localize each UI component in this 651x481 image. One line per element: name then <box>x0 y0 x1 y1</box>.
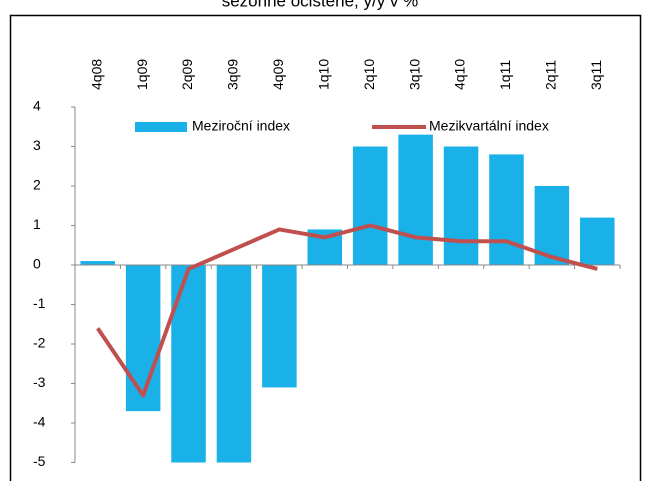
legend-label: Mezikvartální index <box>429 118 549 134</box>
y-tick-label: 4 <box>33 98 41 114</box>
x-tick-label: 2q11 <box>543 60 559 90</box>
x-tick-label: 3q11 <box>588 60 604 90</box>
chart-frame <box>9 14 642 481</box>
legend-label: Meziroční index <box>192 118 290 134</box>
bar <box>489 154 524 265</box>
y-tick-label: -5 <box>33 453 46 469</box>
bar <box>216 265 252 463</box>
x-tick-label: 3q09 <box>225 59 241 90</box>
bar <box>262 265 297 388</box>
y-tick-label: -3 <box>33 374 46 390</box>
y-tick-label: -2 <box>33 335 46 351</box>
x-tick-label: 3q10 <box>406 59 422 90</box>
bar <box>580 217 615 265</box>
bar <box>125 265 161 412</box>
chart-title: sezónně očištěné, y/y v % <box>222 0 419 10</box>
bar <box>352 146 388 265</box>
x-tick-label: 2q10 <box>361 59 377 90</box>
x-tick-label: 4q09 <box>270 59 286 90</box>
x-tick-label: 1q11 <box>497 60 513 90</box>
x-tick-label: 1q10 <box>315 59 331 90</box>
legend-swatch <box>135 122 187 132</box>
y-tick-label: 3 <box>33 137 41 153</box>
x-tick-label: 4q08 <box>88 59 104 90</box>
bar <box>443 146 479 265</box>
y-tick-label: 1 <box>33 216 41 232</box>
bar <box>80 261 115 265</box>
x-tick-label: 2q09 <box>179 59 195 90</box>
y-tick-label: -4 <box>33 414 46 430</box>
bar <box>171 265 206 463</box>
y-tick-label: 0 <box>33 256 41 272</box>
x-tick-label: 1q09 <box>134 59 150 90</box>
y-tick-label: -1 <box>33 295 46 311</box>
bar <box>398 134 433 265</box>
y-tick-label: 2 <box>33 177 41 193</box>
line <box>96 223 598 398</box>
x-tick-label: 4q10 <box>452 59 468 90</box>
